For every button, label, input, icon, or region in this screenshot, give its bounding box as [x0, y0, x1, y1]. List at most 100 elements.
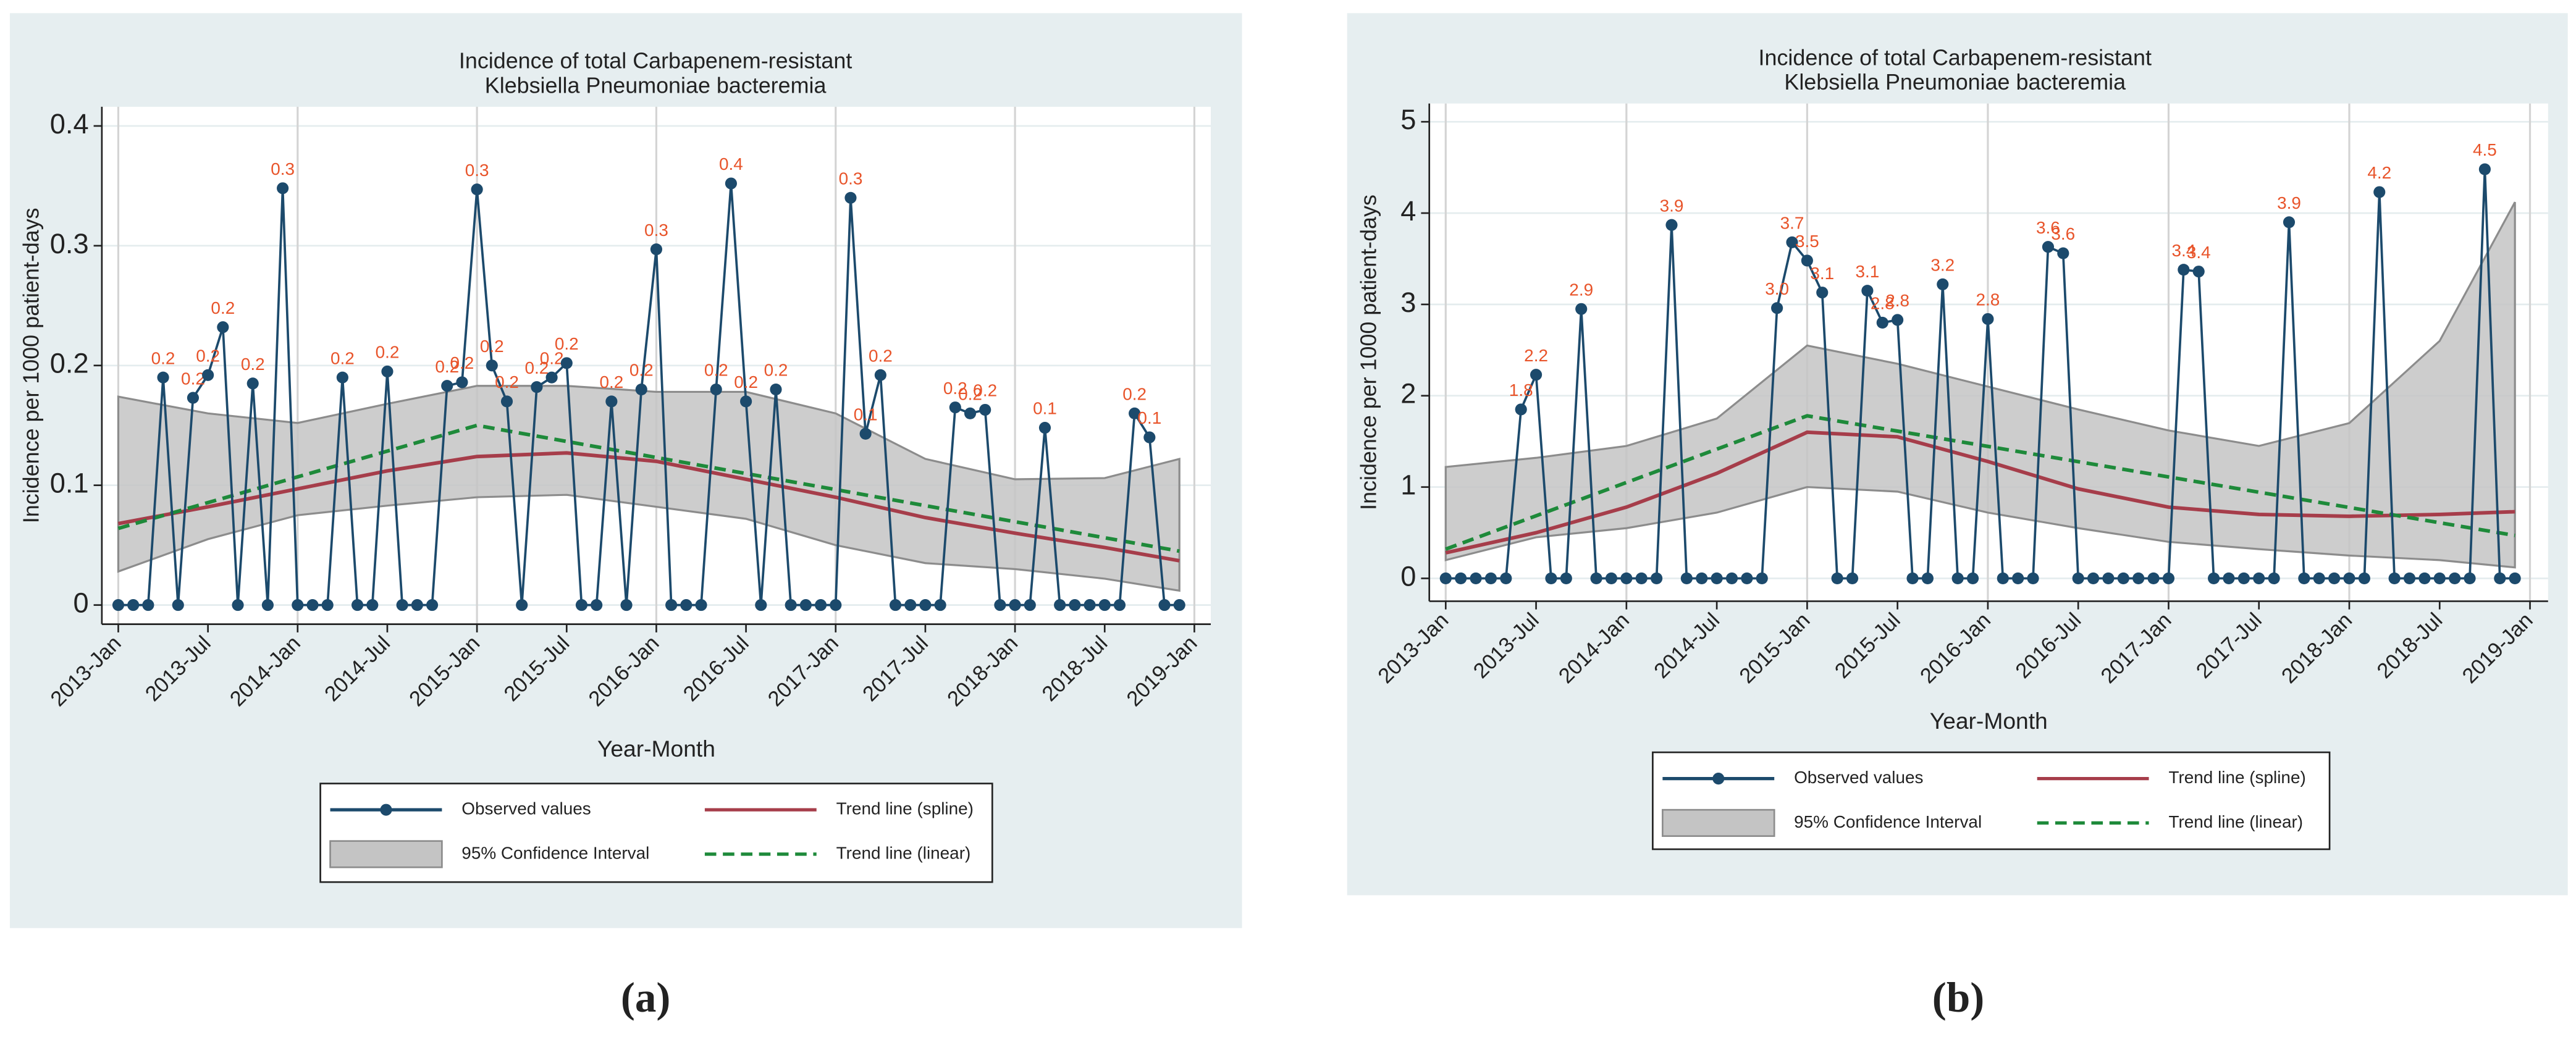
y-tick-label: 0: [73, 587, 88, 619]
value-label: 0.1: [1137, 408, 1161, 427]
observed-point: [2208, 572, 2220, 585]
observed-point: [1861, 285, 1874, 297]
observed-point: [710, 383, 722, 396]
value-label: 3.6: [2051, 224, 2075, 243]
value-label: 3.4: [2171, 241, 2195, 260]
value-label: 0.2: [869, 346, 893, 365]
observed-point: [1098, 599, 1111, 611]
observed-point: [261, 599, 274, 611]
observed-point: [1816, 287, 1829, 299]
observed-point: [2268, 572, 2280, 585]
observed-point: [2132, 572, 2145, 585]
observed-point: [2433, 572, 2446, 585]
chart-title: Incidence of total Carbapenem-resistant: [459, 49, 852, 73]
observed-point: [2403, 572, 2416, 585]
observed-point: [2057, 247, 2069, 259]
observed-point: [2042, 241, 2055, 253]
observed-point: [1054, 599, 1066, 611]
observed-point: [560, 357, 573, 369]
y-tick-label: 0: [1400, 560, 1416, 592]
value-label: 0.2: [704, 361, 728, 380]
observed-point: [2027, 572, 2039, 585]
value-label: 0.3: [465, 161, 489, 180]
observed-point: [202, 369, 214, 381]
y-tick-label: 5: [1400, 104, 1416, 135]
observed-point: [172, 599, 184, 611]
observed-point: [1545, 572, 1557, 585]
observed-point: [127, 599, 140, 611]
observed-point: [2162, 572, 2175, 585]
value-label: 0.2: [524, 358, 549, 377]
observed-point: [874, 369, 886, 381]
observed-point: [1439, 572, 1452, 585]
value-label: 0.2: [495, 372, 519, 392]
linear-trend-line: [1445, 414, 2515, 551]
observed-point: [1771, 302, 1783, 314]
value-label: 0.1: [1033, 399, 1057, 418]
observed-point: [1711, 572, 1723, 585]
legend-label: Trend line (spline): [836, 799, 974, 818]
observed-point: [306, 599, 319, 611]
observed-point: [321, 599, 334, 611]
observed-point: [2102, 572, 2115, 585]
observed-point: [456, 376, 468, 388]
value-label: 2.8: [1871, 294, 1895, 313]
observed-point: [2223, 572, 2235, 585]
observed-point: [740, 395, 752, 408]
observed-point: [830, 599, 842, 611]
observed-point: [949, 401, 961, 414]
observed-point: [1635, 572, 1648, 585]
observed-point: [366, 599, 379, 611]
observed-point: [2072, 572, 2084, 585]
legend-label: Trend line (linear): [836, 843, 971, 862]
observed-point: [1530, 369, 1543, 381]
observed-point: [1846, 572, 1859, 585]
observed-point: [2253, 572, 2265, 585]
observed-point: [1009, 599, 1021, 611]
observed-point: [994, 599, 1006, 611]
observed-point: [1113, 599, 1126, 611]
value-label: 0.2: [973, 381, 997, 400]
value-label: 3.5: [1795, 232, 1819, 251]
observed-point: [1906, 572, 1919, 585]
legend-label: Observed values: [461, 799, 591, 818]
x-axis-label: Year-Month: [1930, 708, 2048, 734]
observed-point: [531, 381, 543, 393]
value-label: 0.2: [943, 379, 967, 398]
value-label: 1.8: [1509, 380, 1533, 400]
value-label: 0.1: [854, 405, 878, 424]
observed-point: [292, 599, 304, 611]
caption: (a): [621, 973, 671, 1021]
observed-point: [1069, 599, 1081, 611]
observed-point: [1831, 572, 1843, 585]
observed-point: [187, 392, 200, 404]
y-axis-label: Incidence per 1000 patient-days: [1356, 195, 1381, 510]
observed-point: [1801, 254, 1813, 267]
legend-label: 95% Confidence Interval: [461, 843, 649, 862]
observed-point: [725, 177, 737, 190]
observed-point: [2418, 572, 2431, 585]
observed-point: [919, 599, 932, 611]
observed-point: [217, 321, 229, 334]
legend-label: Trend line (linear): [2168, 812, 2303, 831]
observed-point: [1921, 572, 1934, 585]
observed-point: [1725, 572, 1738, 585]
observed-point: [112, 599, 125, 611]
observed-point: [695, 599, 707, 611]
legend-swatch: [1662, 808, 1775, 838]
spline-trend-line: [117, 451, 1180, 563]
observed-point: [1951, 572, 1964, 585]
observed-point: [1937, 278, 1949, 290]
observed-point: [2087, 572, 2100, 585]
observed-point: [2509, 572, 2521, 585]
observed-point: [979, 403, 991, 416]
observed-point: [486, 359, 498, 372]
value-label: 0.2: [599, 372, 623, 392]
observed-point: [770, 383, 782, 396]
observed-point: [755, 599, 767, 611]
legend-label: 95% Confidence Interval: [1794, 812, 1982, 831]
observed-point: [381, 365, 394, 378]
y-tick-label: 4: [1400, 195, 1416, 227]
observed-point: [1038, 422, 1051, 434]
